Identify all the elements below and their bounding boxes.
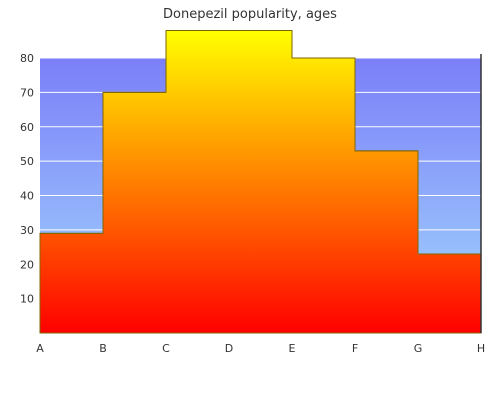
y-tick-label: 80 bbox=[20, 52, 34, 65]
y-tick-label: 20 bbox=[20, 258, 34, 271]
y-tick-label: 60 bbox=[20, 121, 34, 134]
y-tick-label: 10 bbox=[20, 293, 34, 306]
area-series bbox=[39, 30, 482, 334]
x-tick-label: A bbox=[36, 342, 44, 355]
chart-title: Donepezil popularity, ages bbox=[163, 7, 337, 22]
x-axis: A B C D E F G H bbox=[36, 342, 485, 355]
y-tick-label: 30 bbox=[20, 224, 34, 237]
x-tick-label: H bbox=[477, 342, 485, 355]
x-tick-label: B bbox=[99, 342, 107, 355]
y-axis: 10 20 30 40 50 60 70 80 bbox=[20, 52, 34, 306]
y-tick-label: 70 bbox=[20, 86, 34, 99]
x-tick-label: C bbox=[162, 342, 170, 355]
x-tick-label: G bbox=[414, 342, 423, 355]
y-tick-label: 50 bbox=[20, 155, 34, 168]
x-tick-label: D bbox=[225, 342, 233, 355]
x-tick-label: F bbox=[352, 342, 358, 355]
x-tick-label: E bbox=[289, 342, 296, 355]
y-tick-label: 40 bbox=[20, 190, 34, 203]
